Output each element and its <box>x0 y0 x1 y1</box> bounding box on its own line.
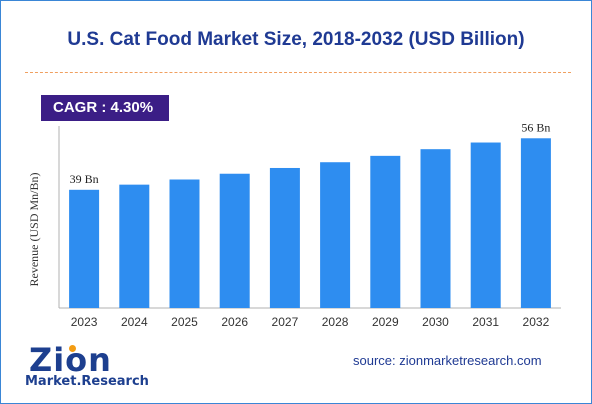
bar-2025 <box>169 179 200 308</box>
bar-2030 <box>420 149 451 308</box>
bar-2024 <box>119 184 150 308</box>
zion-logo: Zion Market.Research <box>19 341 149 391</box>
x-tick-label: 2024 <box>121 315 148 329</box>
x-tick-label: 2031 <box>472 315 499 329</box>
y-axis-label: Revenue (USD Mn/Bn) <box>27 173 41 287</box>
bar-2028 <box>320 162 351 308</box>
cagr-badge: CAGR : 4.30% <box>41 95 169 121</box>
logo-dot-icon <box>69 345 76 352</box>
x-tick-label: 2030 <box>422 315 449 329</box>
x-tick-label: 2032 <box>523 315 550 329</box>
bar-2032 <box>520 138 551 308</box>
bar-2031 <box>470 142 501 308</box>
x-tick-label: 2029 <box>372 315 399 329</box>
source-text: source: zionmarketresearch.com <box>353 353 542 368</box>
x-tick-label: 2026 <box>221 315 248 329</box>
data-label: 56 Bn <box>521 120 550 134</box>
bar-2026 <box>219 173 250 308</box>
bar-2027 <box>269 167 300 308</box>
bar-2023 <box>69 189 100 308</box>
title-divider <box>25 72 571 73</box>
chart-title: U.S. Cat Food Market Size, 2018-2032 (US… <box>67 29 525 50</box>
x-tick-label: 2027 <box>272 315 299 329</box>
x-tick-label: 2025 <box>171 315 198 329</box>
data-label: 39 Bn <box>70 172 99 186</box>
x-tick-label: 2028 <box>322 315 349 329</box>
x-tick-label: 2023 <box>71 315 98 329</box>
bar-2029 <box>370 155 401 308</box>
bar-series <box>69 138 551 308</box>
data-labels: 39 Bn 56 Bn <box>70 120 551 186</box>
logo-sub-text: Market.Research <box>25 374 149 389</box>
x-tick-labels: 2023 2024 2025 2026 2027 2028 2029 2030 2031 2032 <box>71 315 550 329</box>
